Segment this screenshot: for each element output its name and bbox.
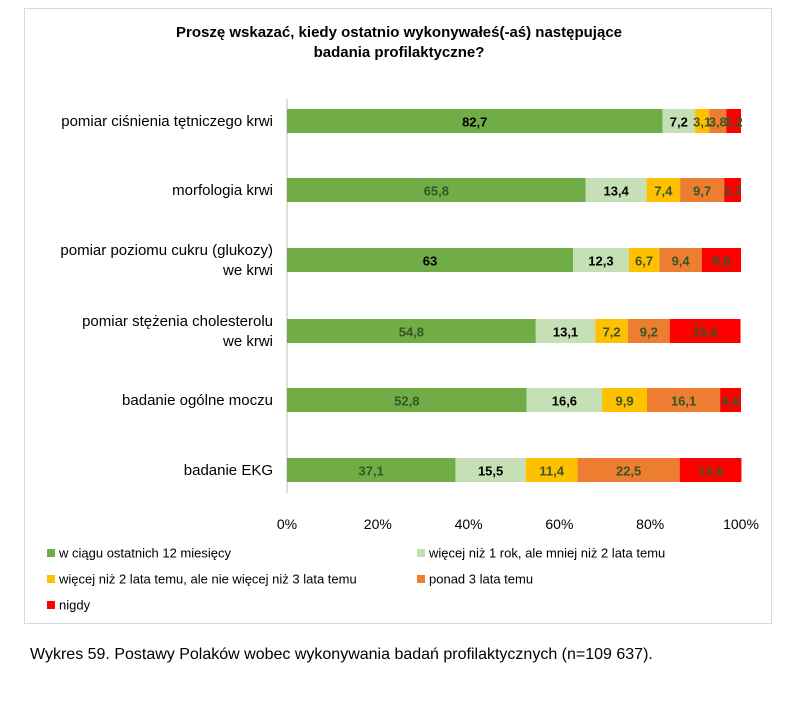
legend-swatch-5 [47, 601, 55, 609]
legend-swatch-4 [417, 575, 425, 583]
bar-badanie-ekg-series-4 [577, 458, 680, 482]
bar-pomiar-stezenia-cholesterolu-we-krwi-series-3 [595, 319, 628, 343]
bar-badanie-ekg-series-3 [525, 458, 578, 482]
data-label-badanie-ogolne-moczu-series-2: 16,6 [552, 394, 577, 409]
data-label-pomiar-cisnienia-tetniczego-krwi-series-2: 7,2 [670, 115, 688, 130]
stacked-bar-chart: Proszę wskazać, kiedy ostatnio wykonywał… [47, 24, 759, 613]
data-label-badanie-ekg-series-1: 37,1 [359, 464, 384, 479]
bar-morfologia-krwi-series-2 [585, 178, 647, 202]
legend-swatch-1 [47, 549, 55, 557]
legend-swatch-3 [47, 575, 55, 583]
x-tick-label-80pct: 80% [636, 516, 664, 532]
data-label-pomiar-stezenia-cholesterolu-we-krwi-series-5: 15,6 [692, 325, 717, 340]
bar-badanie-ekg-series-5 [679, 458, 742, 482]
data-label-badanie-ogolne-moczu-series-4: 16,1 [671, 394, 696, 409]
bar-pomiar-poziomu-cukru-glukozy-we-krwi-series-1 [287, 248, 574, 272]
legend-label-wiecej-niz-2-lata-temu-ale-nie-wiecej-niz-3-lata-temu: więcej niż 2 lata temu, ale nie więcej n… [58, 572, 357, 587]
data-label-badanie-ekg-series-2: 15,5 [478, 464, 503, 479]
bar-morfologia-krwi-series-1 [287, 178, 586, 202]
data-label-pomiar-poziomu-cukru-glukozy-we-krwi-series-2: 12,3 [588, 254, 613, 269]
category-label-badanie-ekg: badanie EKG [184, 462, 273, 479]
bar-pomiar-cisnienia-tetniczego-krwi-series-5 [726, 109, 741, 133]
data-label-badanie-ogolne-moczu-series-3: 9,9 [616, 394, 634, 409]
x-tick-label-20pct: 20% [364, 516, 392, 532]
chart-frame: Proszę wskazać, kiedy ostatnio wykonywał… [24, 8, 772, 624]
bar-morfologia-krwi-series-4 [680, 178, 725, 202]
bar-badanie-ogolne-moczu-series-4 [647, 388, 721, 412]
bar-pomiar-poziomu-cukru-glukozy-we-krwi-series-2 [573, 248, 629, 272]
bar-badanie-ogolne-moczu-series-3 [602, 388, 648, 412]
category-label-pomiar-poziomu-cukru-glukozy-we-krwi: pomiar poziomu cukru (glukozy) [60, 242, 273, 259]
legend-swatch-2 [417, 549, 425, 557]
legend-label-wiecej-niz-1-rok-ale-mniej-niz-2-lata-temu: więcej niż 1 rok, ale mniej niż 2 lata t… [428, 546, 665, 561]
bar-pomiar-poziomu-cukru-glukozy-we-krwi-series-3 [628, 248, 660, 272]
bar-pomiar-cisnienia-tetniczego-krwi-series-3 [695, 109, 710, 133]
x-tick-label-0pct: 0% [277, 516, 297, 532]
x-tick-label-60pct: 60% [545, 516, 573, 532]
data-label-pomiar-stezenia-cholesterolu-we-krwi-series-3: 7,2 [603, 325, 621, 340]
data-label-morfologia-krwi-series-1: 65,8 [424, 184, 449, 199]
chart-title-line-2: badania profilaktyczne? [314, 44, 485, 61]
bar-pomiar-cisnienia-tetniczego-krwi-series-2 [662, 109, 696, 133]
category-label-pomiar-stezenia-cholesterolu-we-krwi: we krwi [222, 333, 273, 350]
bar-pomiar-cisnienia-tetniczego-krwi-series-1 [287, 109, 663, 133]
data-label-morfologia-krwi-series-2: 13,4 [603, 184, 629, 199]
x-tick-label-40pct: 40% [455, 516, 483, 532]
bar-pomiar-poziomu-cukru-glukozy-we-krwi-series-5 [701, 248, 741, 272]
category-label-pomiar-cisnienia-tetniczego-krwi: pomiar ciśnienia tętniczego krwi [61, 113, 273, 130]
bar-badanie-ekg-series-1 [287, 458, 456, 482]
legend-label-ponad-3-lata-temu: ponad 3 lata temu [429, 572, 533, 587]
bar-morfologia-krwi-series-5 [724, 178, 741, 202]
bar-pomiar-poziomu-cukru-glukozy-we-krwi-series-4 [659, 248, 702, 272]
data-label-pomiar-stezenia-cholesterolu-we-krwi-series-2: 13,1 [553, 325, 578, 340]
data-label-badanie-ogolne-moczu-series-5: 4,6 [722, 394, 740, 409]
data-label-pomiar-cisnienia-tetniczego-krwi-series-4: 3,8 [709, 115, 727, 130]
category-label-badanie-ogolne-moczu: badanie ogólne moczu [122, 392, 273, 409]
category-label-morfologia-krwi: morfologia krwi [172, 182, 273, 199]
data-label-morfologia-krwi-series-5: 3,7 [724, 184, 742, 199]
bar-pomiar-stezenia-cholesterolu-we-krwi-series-5 [669, 319, 741, 343]
data-label-pomiar-stezenia-cholesterolu-we-krwi-series-1: 54,8 [399, 325, 424, 340]
data-label-badanie-ogolne-moczu-series-1: 52,8 [394, 394, 419, 409]
data-label-pomiar-poziomu-cukru-glukozy-we-krwi-series-5: 8,6 [712, 254, 730, 269]
data-label-morfologia-krwi-series-4: 9,7 [693, 184, 711, 199]
legend-label-nigdy: nigdy [59, 598, 91, 613]
data-label-pomiar-poziomu-cukru-glukozy-we-krwi-series-1: 63 [423, 254, 437, 269]
data-label-badanie-ekg-series-3: 11,4 [539, 464, 564, 479]
data-label-pomiar-cisnienia-tetniczego-krwi-series-5: 3,2 [725, 115, 743, 130]
bar-pomiar-stezenia-cholesterolu-we-krwi-series-2 [535, 319, 596, 343]
data-label-badanie-ekg-series-4: 22,5 [616, 464, 641, 479]
data-label-pomiar-poziomu-cukru-glukozy-we-krwi-series-4: 9,4 [672, 254, 691, 269]
x-tick-label-100pct: 100% [723, 516, 759, 532]
chart-title-line-1: Proszę wskazać, kiedy ostatnio wykonywał… [176, 24, 622, 41]
data-label-badanie-ekg-series-5: 13,6 [698, 464, 723, 479]
category-label-pomiar-poziomu-cukru-glukozy-we-krwi: we krwi [222, 262, 273, 279]
bar-badanie-ogolne-moczu-series-1 [287, 388, 527, 412]
bar-pomiar-stezenia-cholesterolu-we-krwi-series-4 [627, 319, 670, 343]
figure-caption: Wykres 59. Postawy Polaków wobec wykonyw… [30, 646, 653, 663]
data-label-pomiar-stezenia-cholesterolu-we-krwi-series-4: 9,2 [640, 325, 658, 340]
bar-pomiar-stezenia-cholesterolu-we-krwi-series-1 [287, 319, 536, 343]
data-label-morfologia-krwi-series-3: 7,4 [654, 184, 673, 199]
bar-morfologia-krwi-series-3 [646, 178, 681, 202]
bar-badanie-ekg-series-2 [455, 458, 526, 482]
bar-badanie-ogolne-moczu-series-2 [526, 388, 603, 412]
legend-label-w-ciagu-ostatnich-12-miesiecy: w ciągu ostatnich 12 miesięcy [58, 546, 231, 561]
data-label-pomiar-cisnienia-tetniczego-krwi-series-1: 82,7 [462, 115, 487, 130]
bar-pomiar-cisnienia-tetniczego-krwi-series-4 [709, 109, 727, 133]
data-label-pomiar-cisnienia-tetniczego-krwi-series-3: 3,1 [693, 115, 711, 130]
category-label-pomiar-stezenia-cholesterolu-we-krwi: pomiar stężenia cholesterolu [82, 313, 273, 330]
bar-badanie-ogolne-moczu-series-5 [720, 388, 741, 412]
data-label-pomiar-poziomu-cukru-glukozy-we-krwi-series-3: 6,7 [635, 254, 653, 269]
